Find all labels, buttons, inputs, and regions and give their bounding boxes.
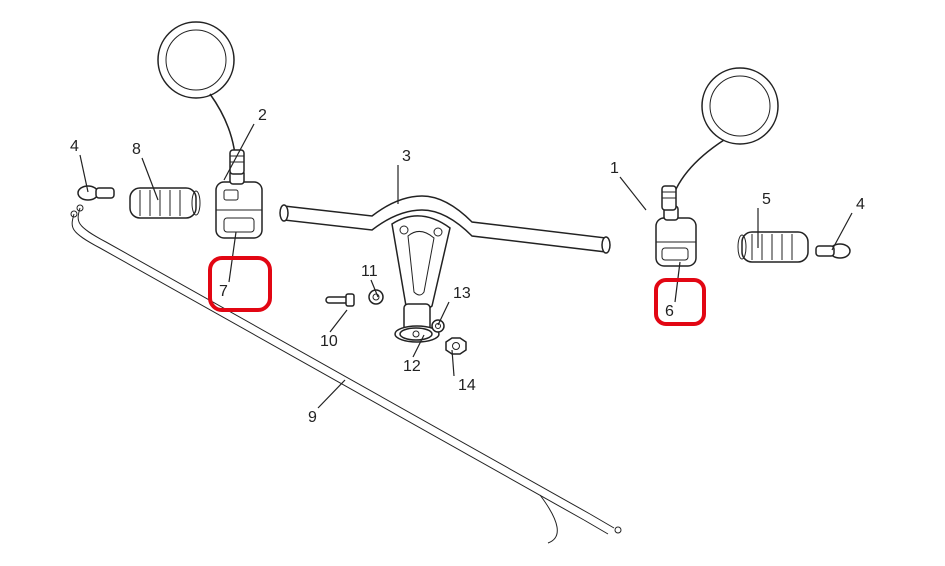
callout-label-11: 11 — [361, 263, 378, 280]
callout-9: 9 — [308, 380, 345, 426]
part-switch-left-7 — [216, 170, 262, 238]
callout-4r: 4 — [832, 196, 865, 250]
part-cable-9 — [71, 205, 621, 543]
part-switch-right-6 — [656, 206, 696, 266]
callout-3: 3 — [398, 148, 411, 204]
callout-13: 13 — [438, 285, 471, 325]
callout-label-7: 7 — [219, 283, 228, 300]
part-bolt-10 — [326, 294, 354, 306]
callout-11: 11 — [361, 263, 378, 297]
callout-4l: 4 — [70, 138, 88, 192]
part-nut-14 — [446, 338, 466, 354]
callout-6: 6 — [665, 262, 680, 320]
part-washer-13 — [432, 320, 444, 332]
callout-label-12: 12 — [403, 358, 421, 375]
callout-label-4l: 4 — [70, 138, 79, 155]
callout-label-14: 14 — [458, 377, 476, 394]
part-mirror-left-2 — [158, 22, 244, 174]
callout-label-13: 13 — [453, 285, 471, 302]
part-grip-left-8 — [130, 188, 200, 218]
callout-label-9: 9 — [308, 409, 317, 426]
callout-14: 14 — [452, 350, 476, 394]
callout-label-2: 2 — [258, 107, 267, 124]
part-plate-12 — [400, 328, 432, 340]
part-endcap-left-4 — [78, 186, 114, 200]
callout-label-10: 10 — [320, 333, 338, 350]
callout-label-3: 3 — [402, 148, 411, 165]
callout-label-6: 6 — [665, 303, 674, 320]
callout-label-4r: 4 — [856, 196, 865, 213]
callout-7: 7 — [219, 232, 236, 300]
exploded-diagram: 12344567891011121314 — [0, 0, 945, 566]
callout-label-5: 5 — [762, 191, 771, 208]
part-mirror-right-1 — [662, 68, 778, 210]
highlight-6 — [656, 280, 704, 324]
callout-label-1: 1 — [610, 160, 619, 177]
part-endcap-right-4 — [816, 244, 850, 258]
part-grip-right-5 — [738, 232, 808, 262]
callout-10: 10 — [320, 310, 347, 350]
callout-label-8: 8 — [132, 141, 141, 158]
callout-1: 1 — [610, 160, 646, 210]
